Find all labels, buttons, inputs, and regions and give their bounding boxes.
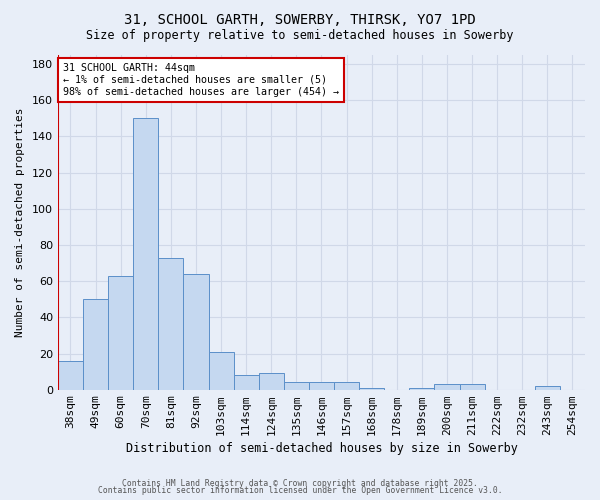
Bar: [359, 388, 384, 390]
Bar: [460, 384, 485, 390]
Bar: [535, 386, 560, 390]
Bar: [309, 382, 334, 390]
Text: 31, SCHOOL GARTH, SOWERBY, THIRSK, YO7 1PD: 31, SCHOOL GARTH, SOWERBY, THIRSK, YO7 1…: [124, 12, 476, 26]
Bar: [184, 274, 209, 390]
Text: Contains public sector information licensed under the Open Government Licence v3: Contains public sector information licen…: [98, 486, 502, 495]
Text: Contains HM Land Registry data © Crown copyright and database right 2025.: Contains HM Land Registry data © Crown c…: [122, 478, 478, 488]
Bar: [158, 258, 184, 390]
Bar: [58, 360, 83, 390]
Bar: [259, 374, 284, 390]
Bar: [434, 384, 460, 390]
Bar: [233, 375, 259, 390]
Bar: [83, 299, 108, 390]
Bar: [284, 382, 309, 390]
Bar: [209, 352, 233, 390]
Bar: [334, 382, 359, 390]
Bar: [409, 388, 434, 390]
X-axis label: Distribution of semi-detached houses by size in Sowerby: Distribution of semi-detached houses by …: [125, 442, 517, 455]
Bar: [133, 118, 158, 390]
Text: Size of property relative to semi-detached houses in Sowerby: Size of property relative to semi-detach…: [86, 29, 514, 42]
Y-axis label: Number of semi-detached properties: Number of semi-detached properties: [15, 108, 25, 337]
Text: 31 SCHOOL GARTH: 44sqm
← 1% of semi-detached houses are smaller (5)
98% of semi-: 31 SCHOOL GARTH: 44sqm ← 1% of semi-deta…: [63, 64, 339, 96]
Bar: [108, 276, 133, 390]
